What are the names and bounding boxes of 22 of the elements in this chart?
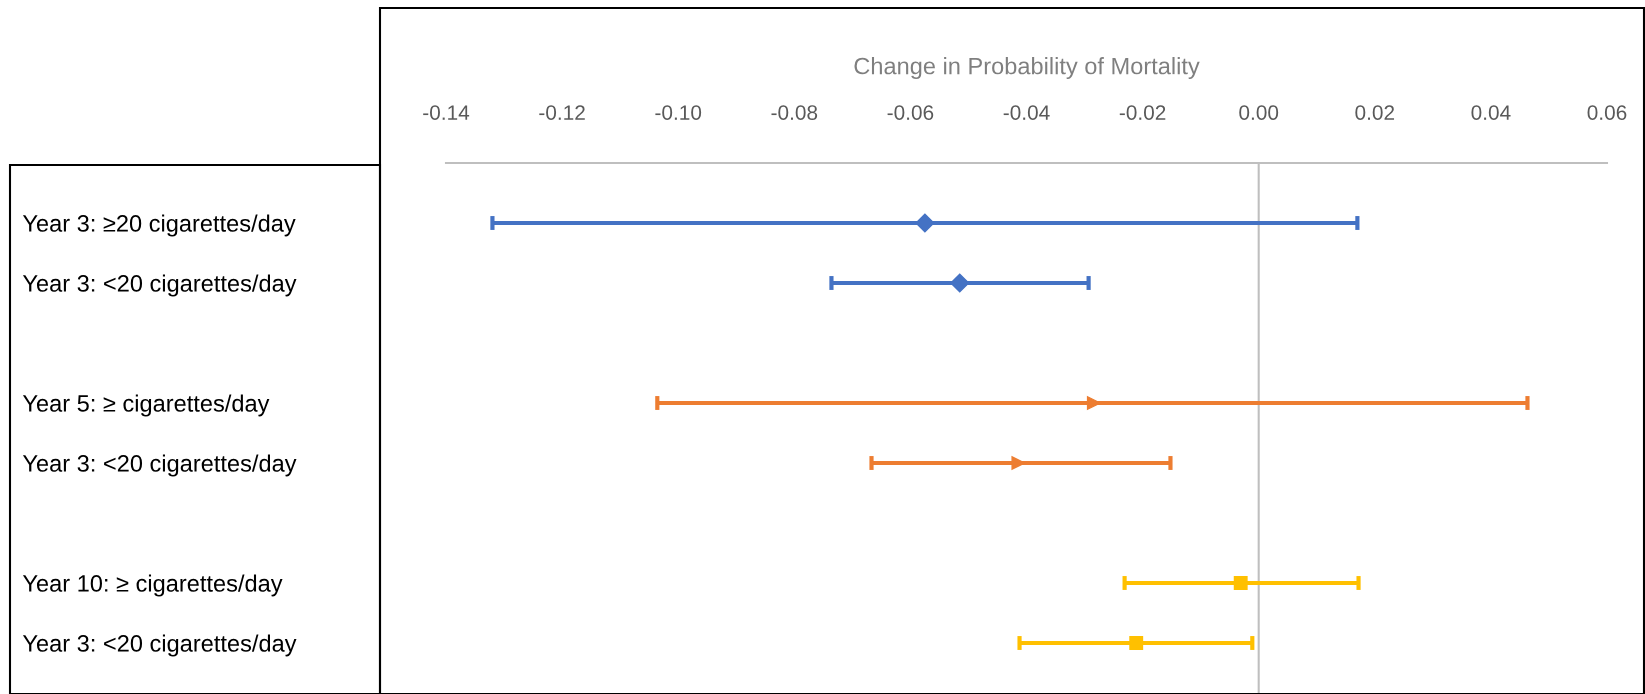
x-axis-title: Change in Probability of Mortality bbox=[854, 57, 1200, 80]
x-tick-label: 0.06 bbox=[1587, 105, 1627, 120]
x-tick-label: -0.14 bbox=[423, 105, 470, 120]
x-tick-label: -0.08 bbox=[771, 105, 818, 120]
point bbox=[950, 273, 970, 293]
x-tick-label: -0.10 bbox=[655, 105, 702, 120]
y-tick-label: Year 3: <20 cigarettes/day bbox=[22, 454, 297, 477]
point bbox=[915, 213, 935, 233]
point bbox=[1129, 636, 1144, 650]
x-tick-label: 0.02 bbox=[1355, 105, 1395, 120]
point bbox=[1233, 576, 1248, 590]
y-tick-label: Year 10: ≥ cigarettes/day bbox=[22, 574, 283, 597]
x-tick-label: -0.02 bbox=[1119, 105, 1166, 120]
x-tick-label: -0.06 bbox=[887, 105, 934, 120]
x-tick-label: 0.00 bbox=[1239, 105, 1279, 120]
x-tick-label: -0.12 bbox=[539, 105, 585, 120]
x-tick-label: -0.04 bbox=[1003, 105, 1050, 120]
x-tick-label: 0.04 bbox=[1471, 105, 1511, 120]
y-tick-label: Year 3: ≥20 cigarettes/day bbox=[22, 214, 296, 237]
y-tick-label: Year 3: <20 cigarettes/day bbox=[22, 274, 297, 297]
y-tick-label: Year 5: ≥ cigarettes/day bbox=[22, 394, 270, 417]
y-tick-label: Year 3: <20 cigarettes/day bbox=[22, 634, 297, 657]
